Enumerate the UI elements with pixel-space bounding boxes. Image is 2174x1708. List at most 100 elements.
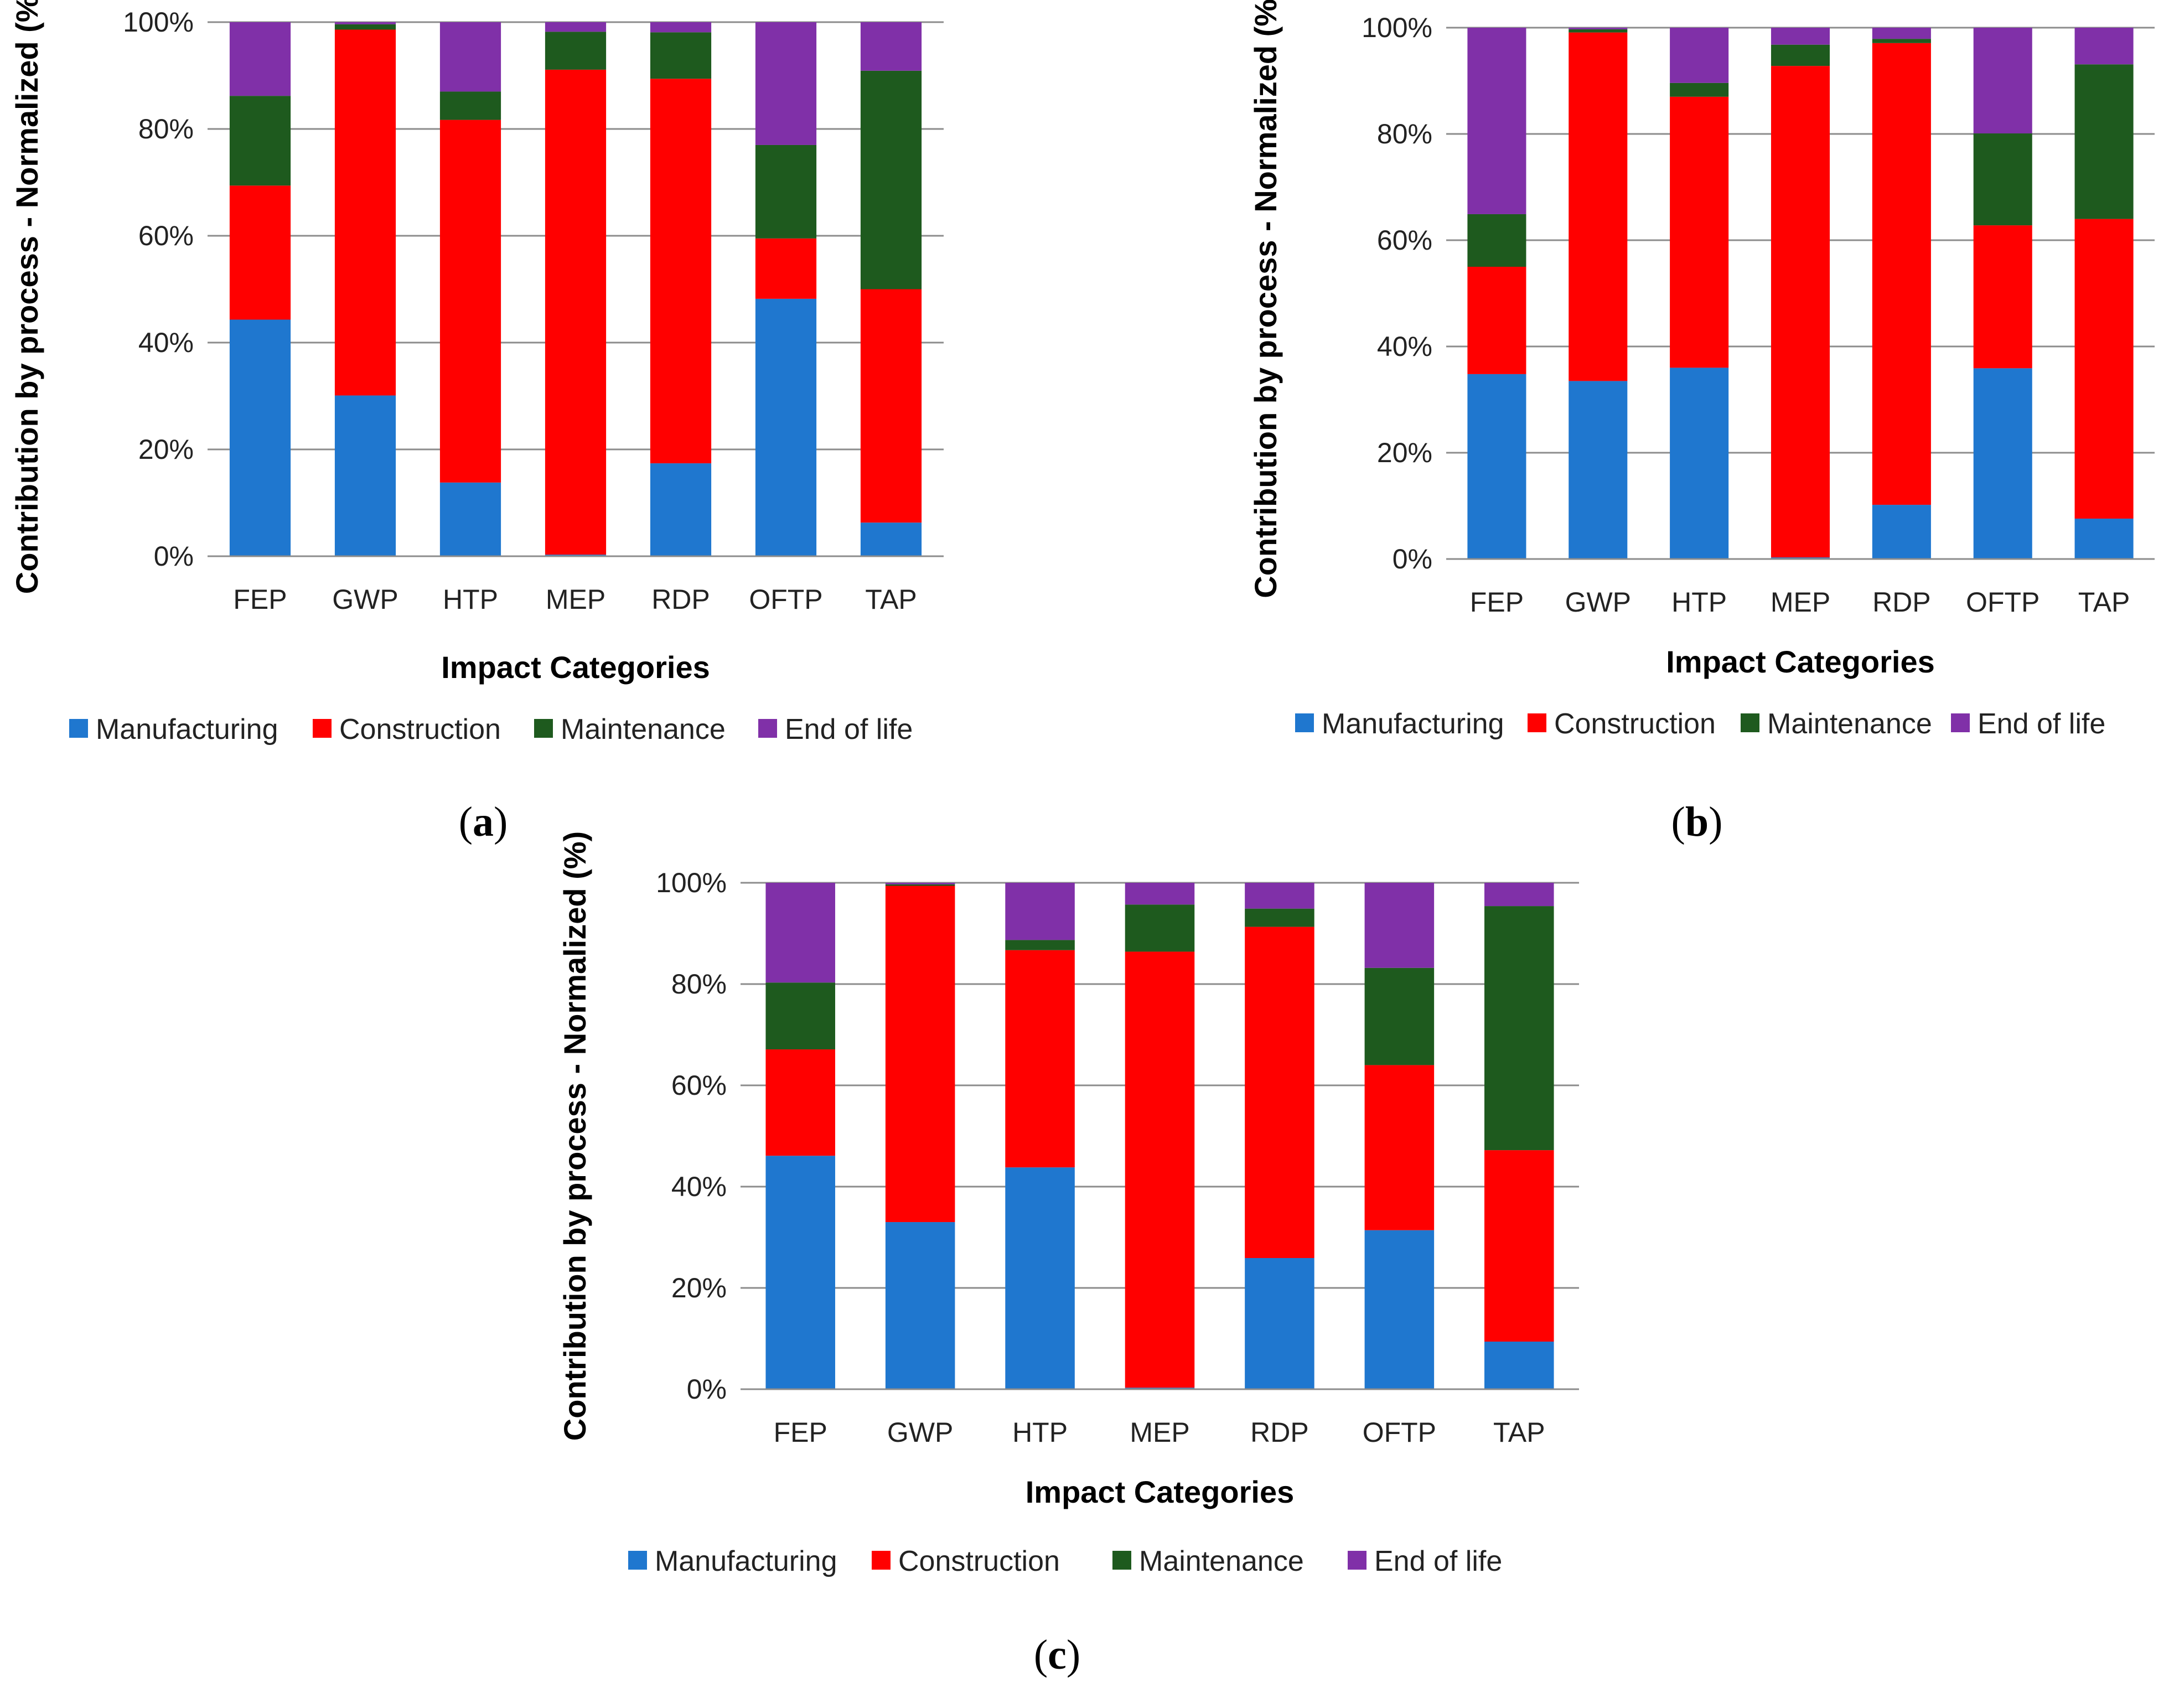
legend-label: Manufacturing	[1322, 708, 1504, 740]
x-tick-label: FEP	[774, 1417, 827, 1448]
legend-label: Maintenance	[561, 713, 726, 746]
x-axis-title: Impact Categories	[1666, 644, 1935, 679]
legend-label: End of life	[785, 713, 913, 746]
chart-c: 0% 20% 40% 60% 80% 100% FEP GWP HTP MEP RDP OFTP TAP…	[557, 831, 1579, 1678]
x-tick-label: HTP	[443, 584, 498, 615]
bar-end-of-life	[650, 22, 712, 33]
bar-end-of-life	[229, 22, 291, 96]
legend-swatch	[534, 719, 553, 738]
legend-label: Construction	[898, 1545, 1060, 1577]
bar-construction	[650, 79, 712, 464]
bar-end-of-life	[1364, 883, 1435, 968]
legend-item: End of life	[758, 713, 913, 746]
bar-construction	[1125, 951, 1195, 1388]
legend-item: Manufacturing	[1295, 708, 1504, 740]
y-tick-label: 60%	[671, 1070, 727, 1101]
y-tick-label: 20%	[1377, 437, 1432, 468]
legend-item: End of life	[1951, 708, 2105, 740]
bar-construction	[1771, 66, 1830, 558]
y-tick-label: 100%	[656, 867, 727, 898]
legend-label: End of life	[1374, 1545, 1502, 1577]
x-tick-label: GWP	[887, 1417, 953, 1448]
bar-manufacturing	[1670, 368, 1729, 559]
bar-end-of-life	[755, 22, 817, 145]
x-tick-label: RDP	[651, 584, 710, 615]
bar-construction	[755, 238, 817, 299]
legend-swatch	[1528, 713, 1546, 732]
y-tick-label: 0%	[1393, 544, 1432, 574]
legend-item: Construction	[313, 713, 501, 746]
y-tick-label: 40%	[1377, 331, 1432, 362]
legend-swatch	[1741, 713, 1759, 732]
y-tick-label: 0%	[687, 1374, 727, 1405]
legend-swatch	[758, 719, 777, 738]
legend-swatch	[1348, 1551, 1366, 1570]
bar-construction	[1467, 267, 1526, 374]
bar-end-of-life	[885, 883, 955, 884]
x-tick-label: MEP	[546, 584, 605, 615]
bar-maintenance	[1245, 908, 1314, 927]
legend-label: Maintenance	[1139, 1545, 1304, 1577]
bar-maintenance	[439, 91, 501, 120]
bar-end-of-life	[1771, 28, 1830, 45]
bar-maintenance	[1872, 39, 1931, 43]
bar-end-of-life	[1973, 28, 2032, 134]
legend-swatch	[1295, 713, 1314, 732]
y-tick-label: 100%	[1362, 12, 1432, 43]
x-tick-label: OFTP	[1966, 587, 2040, 618]
legend-label: End of life	[1978, 708, 2105, 740]
bar-end-of-life	[1125, 883, 1195, 905]
bar-maintenance	[1005, 940, 1075, 950]
bar-maintenance	[1467, 214, 1526, 267]
bar-maintenance	[545, 32, 607, 70]
bar-construction	[1484, 1150, 1554, 1342]
bar-construction	[334, 29, 396, 396]
x-tick-label: FEP	[1470, 587, 1524, 618]
bar-manufacturing	[1569, 381, 1628, 559]
x-tick-label: TAP	[2078, 587, 2130, 618]
bar-manufacturing	[765, 1156, 835, 1389]
legend-swatch	[313, 719, 332, 738]
panel-label: (b)	[1671, 799, 1723, 845]
y-tick-label: 60%	[1377, 225, 1432, 256]
bar-manufacturing	[1484, 1341, 1554, 1389]
bar-maintenance	[1670, 82, 1729, 97]
bar-maintenance	[650, 32, 712, 79]
panel-letter: c	[1048, 1632, 1067, 1678]
bar-manufacturing	[334, 395, 396, 556]
y-axis-title: Contribution by process - Normalized (%)	[557, 831, 592, 1441]
panel-label: (c)	[1034, 1632, 1080, 1678]
bar-end-of-life	[545, 22, 607, 32]
legend-item: Manufacturing	[69, 713, 278, 746]
bar-construction	[2074, 219, 2134, 519]
bar-construction	[860, 289, 922, 523]
bar-manufacturing	[755, 298, 817, 556]
legend-item: Construction	[1528, 708, 1716, 740]
x-tick-label: MEP	[1771, 587, 1830, 618]
chart-b: 0% 20% 40% 60% 80% 100% FEP GWP HTP MEP RDP OFTP TAP…	[1248, 0, 2155, 845]
bar-maintenance	[885, 884, 955, 886]
bar-construction	[885, 886, 955, 1223]
bar-manufacturing	[1973, 368, 2032, 559]
bar-maintenance	[1771, 44, 1830, 66]
y-tick-label: 20%	[671, 1272, 727, 1303]
bar-construction	[1569, 32, 1628, 381]
bar-construction	[1245, 927, 1314, 1259]
bar-end-of-life	[765, 883, 835, 983]
bar-end-of-life	[2074, 28, 2134, 65]
bar-end-of-life	[1670, 28, 1729, 83]
x-tick-label: OFTP	[749, 584, 822, 615]
legend-swatch	[628, 1551, 647, 1570]
legend-swatch	[1112, 1551, 1131, 1570]
bar-maintenance	[1569, 29, 1628, 33]
bar-construction	[1670, 96, 1729, 368]
legend-item: Maintenance	[1741, 708, 1932, 740]
legend: Manufacturing Construction Maintenance End …	[1295, 708, 2105, 740]
x-tick-label: HTP	[1012, 1417, 1068, 1448]
bar-manufacturing	[2074, 519, 2134, 559]
x-tick-label: GWP	[332, 584, 398, 615]
x-tick-label: HTP	[1671, 587, 1727, 618]
legend-item: Construction	[872, 1545, 1060, 1577]
legend-label: Maintenance	[1767, 708, 1932, 740]
